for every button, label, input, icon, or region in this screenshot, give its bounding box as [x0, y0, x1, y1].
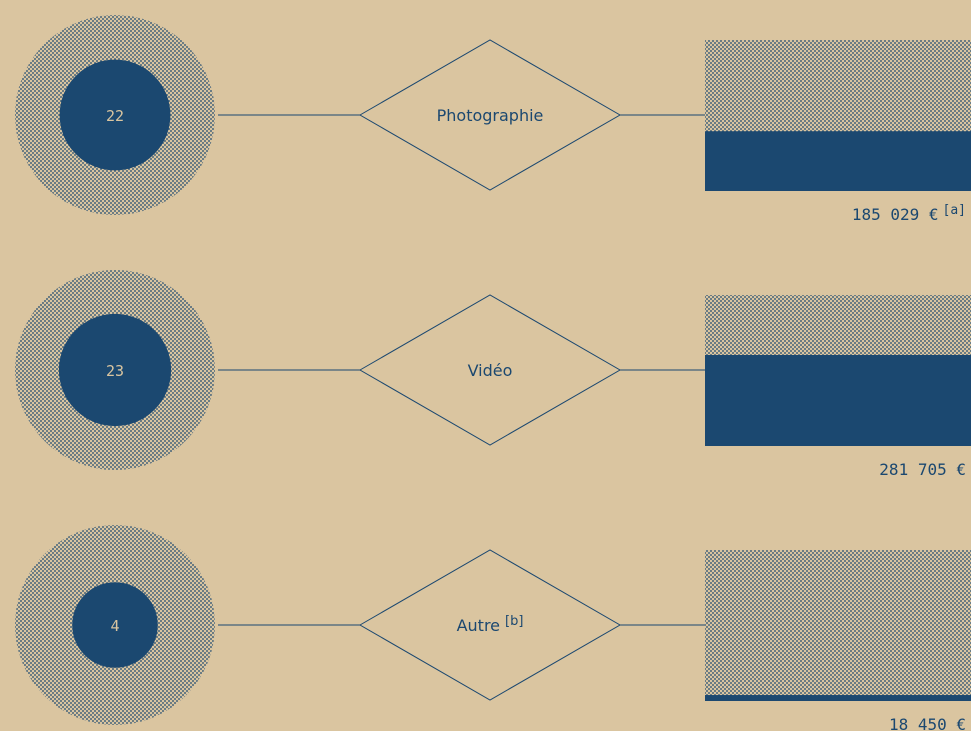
category-label: Vidéo [468, 361, 513, 380]
count-label: 22 [106, 107, 124, 125]
category-text: Autre [457, 616, 500, 635]
amount-label: 185 029 € [a] [852, 203, 966, 224]
category-label: Autre [b] [457, 614, 524, 635]
count-circle [59, 59, 171, 171]
amount-bar [705, 355, 971, 446]
category-text: Vidéo [468, 361, 513, 380]
amount-label: 281 705 € [879, 460, 966, 479]
footnote-ref: [b] [505, 614, 523, 629]
amount-text: 18 450 € [889, 715, 966, 731]
amount-label: 18 450 € [889, 715, 966, 731]
amount-text: 185 029 € [852, 205, 939, 224]
count-circle [58, 313, 172, 427]
amount-bar [705, 131, 971, 191]
amount-bar [705, 695, 971, 701]
amount-text: 281 705 € [879, 460, 966, 479]
count-label: 23 [106, 362, 124, 380]
category-label: Photographie [437, 106, 544, 125]
bar-box [705, 550, 971, 701]
footnote-ref: [a] [943, 203, 966, 218]
count-circle [72, 582, 158, 668]
count-label: 4 [110, 617, 119, 635]
category-text: Photographie [437, 106, 544, 125]
